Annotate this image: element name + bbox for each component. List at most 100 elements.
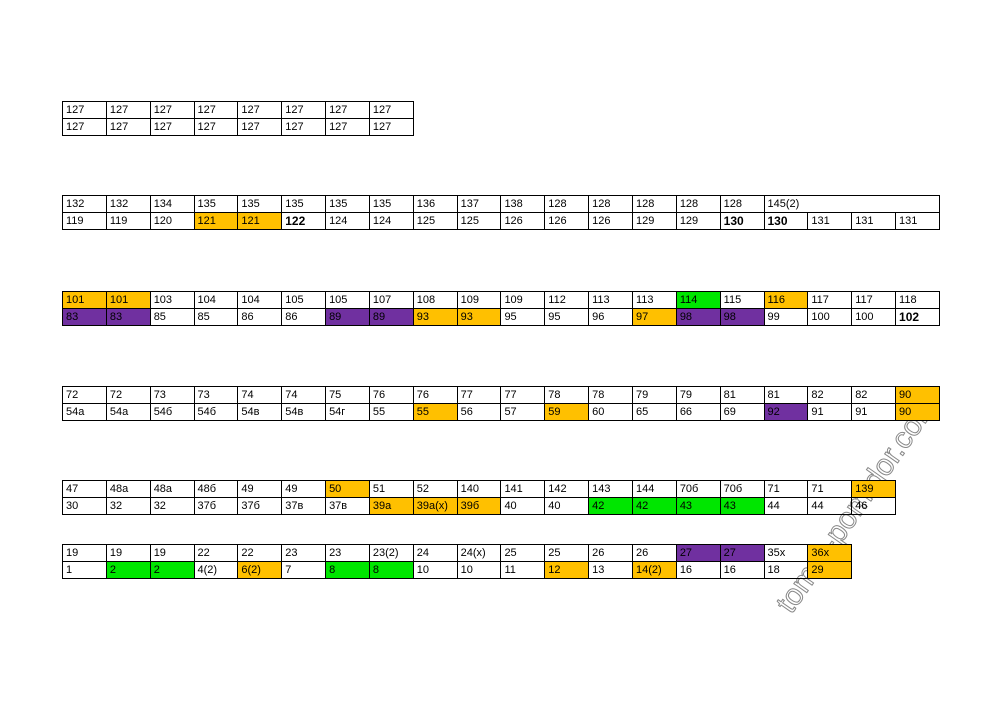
cell: 98 [675,308,721,326]
cell: 113 [588,291,633,309]
cell: 7 [281,561,327,579]
cell: 127 [325,101,370,119]
cell: 27 [675,544,721,562]
table: 19 19 19 22 22 23 23 23(2) 24 24(х) 25 25 26 26 27 27 35… [62,544,853,579]
cell: 127 [62,101,107,119]
cell: 132 [62,195,107,213]
cell: 42 [631,497,677,515]
cell: 109 [500,291,546,309]
cell: 2 [149,561,195,579]
cell: 55 [412,403,458,421]
cell: 39а [368,497,414,515]
cell: 2 [105,561,151,579]
cell: 76 [368,386,414,404]
cell: 89 [368,308,414,326]
cell: 129 [631,212,677,230]
cell: 54б [193,403,239,421]
cell: 39а(х) [412,497,458,515]
cell: 10 [412,561,458,579]
cell: 43 [719,497,765,515]
cell: 145(2) [763,195,940,213]
cell: 113 [631,291,677,309]
cell: 4(2) [193,561,239,579]
cell: 112 [544,291,590,309]
row: 19 19 19 22 22 23 23 23(2) 24 24(х) 25 25 26 26 27 27 35… [62,544,853,562]
cell: 23 [281,544,327,562]
cell: 100 [807,308,853,326]
cell: 65 [631,403,677,421]
cell: 120 [149,212,195,230]
cell: 37в [325,497,370,515]
cell: 130 [719,212,765,230]
cell: 19 [105,544,151,562]
cell: 118 [895,291,940,309]
cell: 128 [588,195,633,213]
cell: 127 [193,101,239,119]
cell: 73 [193,386,239,404]
cell: 26 [631,544,677,562]
cell: 131 [895,212,940,230]
cell: 54б [149,403,195,421]
cell: 90 [895,386,940,404]
cell: 143 [588,480,633,498]
cell: 135 [368,195,414,213]
cell: 103 [149,291,195,309]
cell: 14(2) [631,561,677,579]
cell: 78 [588,386,633,404]
cell: 22 [193,544,239,562]
cell: 37б [193,497,239,515]
cell: 139 [851,480,897,498]
cell: 85 [149,308,195,326]
cell: 127 [105,118,151,136]
cell: 136 [412,195,458,213]
cell: 82 [807,386,853,404]
cell: 8 [368,561,414,579]
cell: 71 [807,480,853,498]
cell: 78 [544,386,590,404]
cell: 86 [237,308,283,326]
cell: 135 [237,195,283,213]
cell: 108 [412,291,458,309]
cell: 19 [62,544,107,562]
cell: 127 [149,101,195,119]
cell: 127 [105,101,151,119]
cell: 35х [763,544,809,562]
cell: 13 [588,561,633,579]
cell: 18 [763,561,809,579]
row: 1 2 2 4(2) 6(2) 7 8 8 10 10 11 12 13 14(2) 16 16 18 29 [62,561,853,579]
cell: 36х [807,544,853,562]
row: 119 119 120 121 121 122 124 124 125 125 126 126 126 1… [62,212,940,230]
cell: 144 [631,480,677,498]
cell: 44 [763,497,809,515]
cell: 98 [719,308,765,326]
cell: 86 [281,308,327,326]
cell: 85 [193,308,239,326]
cell: 127 [325,118,370,136]
cell: 126 [500,212,546,230]
cell: 134 [149,195,195,213]
cell: 95 [500,308,546,326]
cell: 124 [325,212,370,230]
cell: 24(х) [456,544,502,562]
cell: 104 [193,291,239,309]
cell: 101 [105,291,151,309]
cell: 127 [368,118,414,136]
table: 72 72 73 73 74 74 75 76 76 77 77 78 78 79 79 81 81 82 82 90… [62,386,940,421]
cell: 22 [237,544,283,562]
cell: 135 [193,195,239,213]
cell: 125 [456,212,502,230]
cell: 100 [851,308,897,326]
cell: 142 [544,480,590,498]
cell: 54в [237,403,283,421]
cell: 102 [895,308,940,326]
cell: 10 [456,561,502,579]
cell: 51 [368,480,414,498]
cell: 92 [763,403,809,421]
cell: 49 [281,480,327,498]
cell: 101 [62,291,107,309]
cell: 26 [588,544,633,562]
cell: 37в [281,497,327,515]
table: 127 127 127 127 127 127 127 127 127 127 127 127 127 1… [62,101,414,136]
cell: 125 [412,212,458,230]
